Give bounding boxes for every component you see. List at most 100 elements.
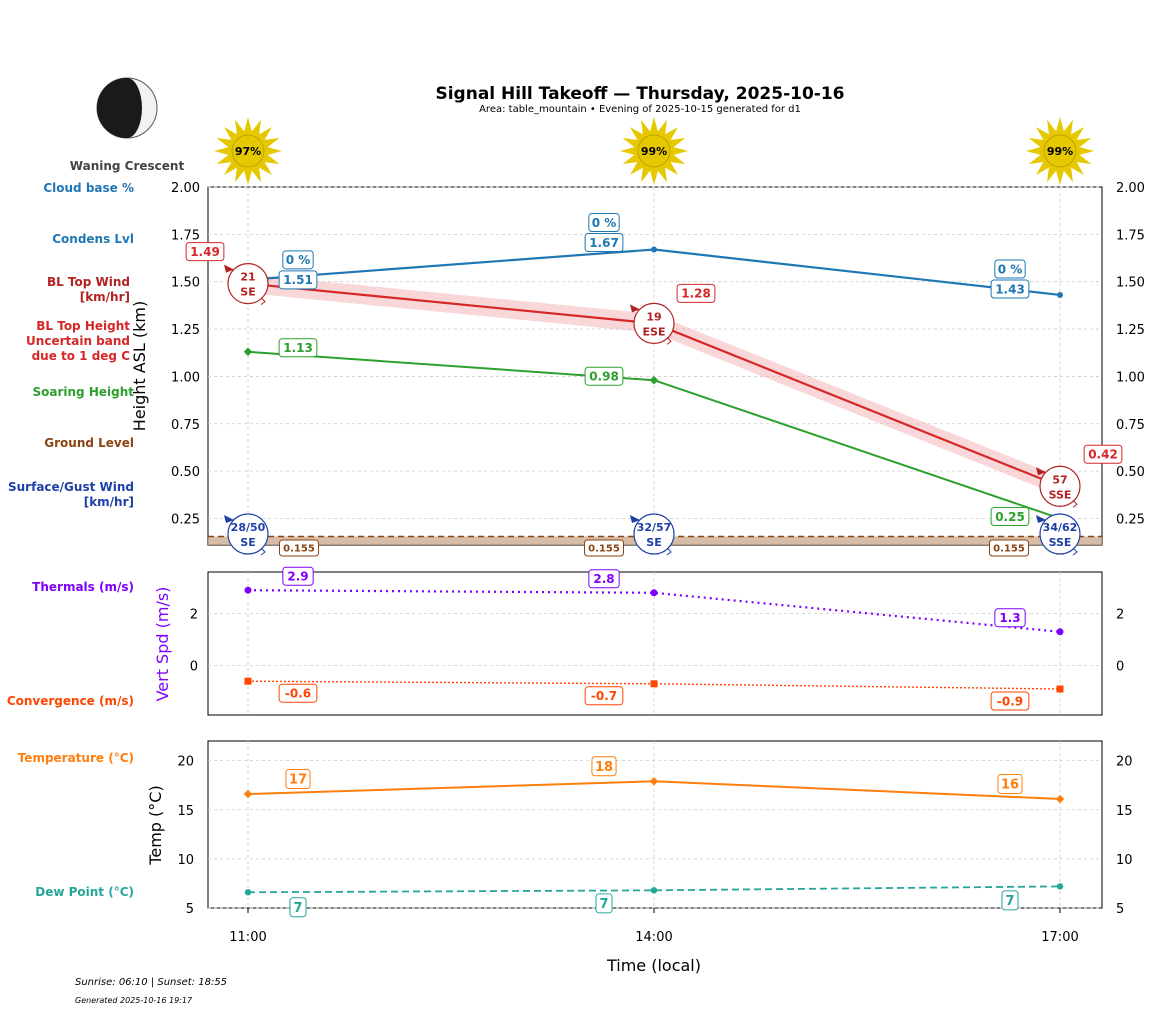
ground-value-label: 0.155: [588, 544, 620, 555]
dew-point-value-label-group: 7: [289, 897, 307, 918]
height-tick-label-left: 2.00: [171, 181, 200, 196]
ground-value-label-box: [279, 539, 319, 557]
sun-disc: [637, 134, 671, 168]
surface-wind-circle-speed: 34/62: [1043, 521, 1078, 534]
soaring-value-label-group: 0.98: [584, 366, 624, 386]
condens-value-label: 1.43: [995, 282, 1025, 296]
temp-plot-frame: [207, 740, 1103, 909]
temp-tick-label-right: 20: [1116, 755, 1133, 770]
temperature-value-label-group: 17: [285, 769, 311, 790]
height-tick-label-right: 0.75: [1116, 418, 1145, 433]
vert-tick-label-left: 0: [190, 660, 198, 675]
x-tick-label: 14:00: [635, 930, 672, 945]
dew-point-value-label-group: 7: [595, 893, 613, 914]
bl-top-wind-circle-arrow: [224, 264, 234, 273]
dew-point-value-label-box: [1001, 890, 1019, 911]
height-tick-label-right: 0.50: [1116, 465, 1145, 480]
thermals-value-label-box: [994, 608, 1026, 628]
thermals-point: [650, 589, 658, 597]
bl-top-wind-circle: 57 SSE: [1036, 465, 1081, 508]
dew-point-line: [247, 885, 1061, 894]
x-tick-label: 11:00: [229, 930, 266, 945]
x-axis-title: Time (local): [606, 956, 701, 975]
sun-percent-label: 99%: [1047, 145, 1073, 158]
ground-value-label-group: 0.155: [279, 539, 319, 557]
bl-top-value-label: 0.42: [1088, 448, 1118, 462]
label-soaring: Soaring Height: [33, 385, 135, 399]
temp-tick-label-left: 15: [177, 804, 194, 819]
condens-value-label-box: [278, 270, 318, 290]
bl-top-wind-circle-direction: SSE: [1049, 488, 1072, 501]
cloud-base-percent-label: 0 %: [286, 253, 311, 267]
height-plot-frame: [207, 186, 1103, 546]
vert-tick-label-right: 2: [1116, 608, 1124, 623]
sun-icon: 97%: [214, 117, 282, 185]
ground-value-label: 0.155: [283, 544, 315, 555]
surface-wind-circle-ring: [227, 513, 269, 555]
row-labels: Cloud base % Condens Lvl BL Top Wind [km…: [7, 181, 134, 899]
soaring-value-label-group: 0.25: [990, 506, 1030, 526]
soaring-height-point: [649, 375, 659, 385]
soaring-value-label-box: [584, 366, 624, 386]
soaring-value-label: 0.98: [589, 370, 619, 384]
surface-wind-circle-ring: [1039, 513, 1081, 555]
convergence-value-label-box: [990, 691, 1030, 711]
sun-percent-label: 97%: [235, 145, 261, 158]
dew-point-value-label-group: 7: [1001, 890, 1019, 911]
dew-point-value-label-box: [595, 893, 613, 914]
label-bl-top-3: due to 1 deg C: [32, 349, 131, 363]
thermals-value-label-group: 1.3: [994, 608, 1026, 628]
bl-top-value-label-box: [1083, 444, 1123, 464]
cloud-base-percent-label-box: [282, 250, 314, 270]
dew-point-point: [244, 889, 252, 896]
height-tick-label-right: 1.25: [1116, 323, 1145, 338]
height-tick-label-left: 0.75: [171, 418, 200, 433]
height-tick-label-right: 0.25: [1116, 512, 1145, 527]
bl-top-value-label-box: [185, 242, 225, 262]
bl-top-value-label: 1.28: [681, 287, 711, 301]
bl-top-wind-circle-tail: [666, 337, 672, 345]
label-thermals: Thermals (m/s): [32, 580, 134, 594]
bl-top-wind-circle-speed: 21: [240, 271, 255, 284]
bl-top-wind-circle-speed: 19: [646, 310, 661, 323]
dew-point-value-label-box: [289, 897, 307, 918]
ground-value-label-group: 0.155: [584, 539, 624, 557]
soaring-value-label: 1.13: [283, 341, 313, 355]
temp-tick-label-right: 15: [1116, 804, 1133, 819]
condens-value-label: 1.67: [589, 236, 619, 250]
temperature-value-label-box: [997, 773, 1023, 794]
bl-top-wind-circle-ring: [633, 302, 675, 344]
temp-tick-label-left: 10: [177, 853, 194, 868]
height-tick-label-left: 0.50: [171, 465, 200, 480]
convergence-value-label-group: -0.9: [990, 691, 1030, 711]
bl-top-wind-circle-tail: [1072, 499, 1078, 508]
thermals-value-label-box: [282, 566, 314, 586]
surface-wind-circle-arrow: [224, 515, 234, 523]
condens-value-label-box: [584, 233, 624, 253]
height-tick-label-left: 1.75: [171, 228, 200, 243]
surface-wind-circle-speed: 32/57: [637, 521, 672, 534]
condens-value-label: 1.51: [283, 273, 313, 287]
temperature-value-label-box: [591, 756, 617, 777]
height-axis-title: Height ASL (km): [130, 301, 149, 431]
dew-point-value-label: 7: [1005, 894, 1014, 909]
temp-tick-label-right: 10: [1116, 853, 1133, 868]
surface-wind-circle-direction: SE: [240, 536, 255, 549]
vert-axis-title: Vert Spd (m/s): [153, 587, 172, 702]
bl-top-wind-circle-ring: [1039, 465, 1081, 507]
temperature-value-label-box: [285, 769, 311, 790]
convergence-value-label: -0.7: [591, 689, 617, 703]
bl-top-wind-circle-direction: SE: [240, 286, 255, 299]
surface-wind-circle-tail: [260, 547, 266, 556]
bl-top-wind-circle-tail: [260, 297, 266, 306]
condens-value-label-box: [990, 279, 1030, 299]
label-temperature: Temperature (°C): [18, 751, 134, 765]
convergence-value-label-group: -0.6: [278, 683, 318, 703]
bl-top-value-label-group: 1.28: [676, 283, 716, 303]
surface-wind-circle-direction: SE: [646, 536, 661, 549]
surface-wind-circle-arrow: [630, 515, 640, 523]
cloud-base-percent-label-box: [994, 259, 1026, 279]
cloud-base-percent-label-group: 0 %: [282, 250, 314, 270]
condens-level-point: [651, 246, 657, 253]
